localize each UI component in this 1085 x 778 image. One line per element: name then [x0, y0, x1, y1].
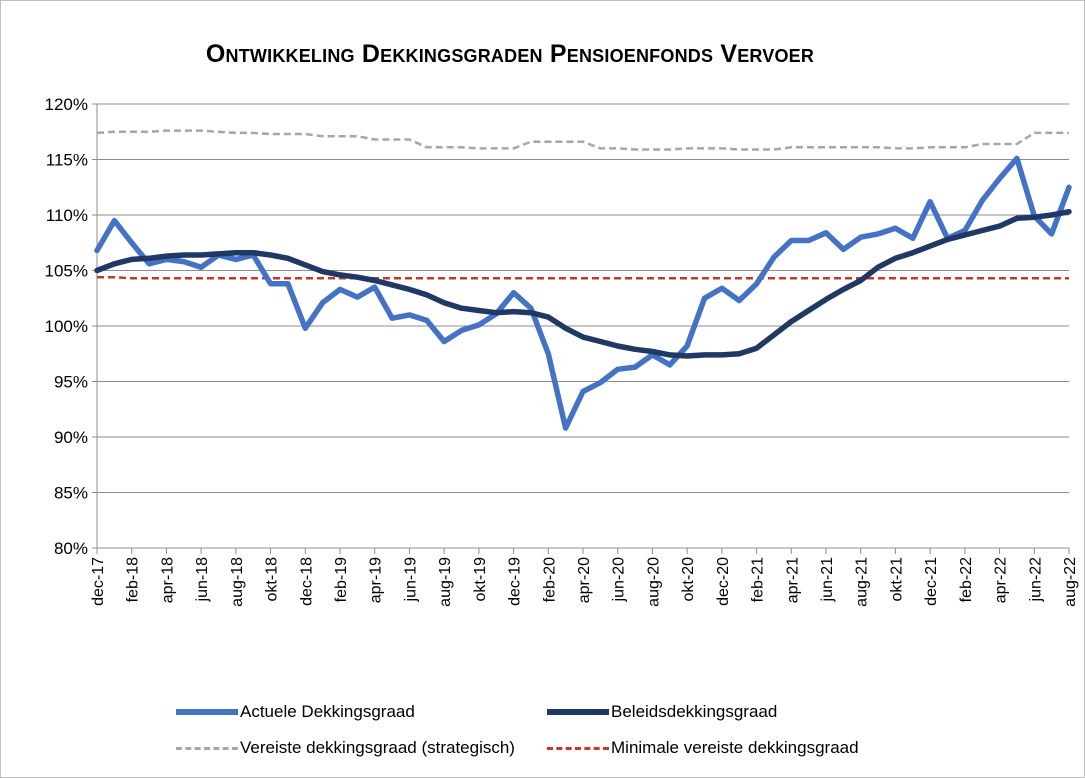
y-axis-ticks: 80% 85% 90% 95% 100% 105% 110% 115% 120% — [45, 95, 97, 558]
x-tick-label: apr-21 — [784, 557, 801, 603]
x-tick-label: apr-19 — [368, 557, 385, 603]
gridlines — [97, 103, 1069, 549]
legend-item-beleids: Beleidsdekkingsgraad — [547, 702, 777, 722]
x-tick-label: apr-20 — [576, 557, 593, 603]
x-tick-label: aug-18 — [229, 557, 246, 607]
x-tick-label: dec-19 — [507, 557, 524, 606]
x-axis-ticks: dec-17 feb-18 apr-18 jun-18 aug-18 okt-18 dec-… — [90, 548, 1079, 607]
y-tick-label: 95% — [54, 373, 88, 392]
x-tick-label: okt-18 — [264, 557, 281, 602]
x-tick-label: dec-20 — [715, 557, 732, 606]
x-tick-label: aug-22 — [1062, 557, 1079, 607]
y-tick-label: 80% — [54, 539, 88, 558]
legend-label-minimale: Minimale vereiste dekkingsgraad — [611, 738, 859, 757]
y-tick-label: 105% — [45, 262, 88, 281]
legend-swatch-actuele — [176, 709, 238, 715]
x-tick-label: jun-20 — [611, 557, 628, 603]
x-tick-label: apr-18 — [159, 557, 176, 603]
x-tick-label: okt-21 — [888, 557, 905, 602]
legend-label-beleids: Beleidsdekkingsgraad — [611, 702, 778, 721]
series-line-3 — [97, 275, 1069, 280]
x-tick-label: feb-19 — [333, 557, 350, 602]
x-tick-label: okt-19 — [472, 557, 489, 602]
legend-swatch-minimale — [547, 746, 609, 750]
x-tick-label: jun-21 — [819, 557, 836, 603]
x-tick-label: aug-21 — [854, 557, 871, 607]
x-tick-label: dec-17 — [90, 557, 107, 606]
y-tick-label: 85% — [54, 484, 88, 503]
legend-swatch-beleids — [547, 709, 609, 715]
x-tick-label: jun-19 — [402, 557, 419, 603]
y-tick-label: 115% — [46, 151, 88, 170]
legend-item-minimale: Minimale vereiste dekkingsgraad — [547, 738, 859, 758]
x-tick-label: feb-20 — [541, 557, 558, 602]
x-tick-label: jun-18 — [194, 557, 211, 603]
y-tick-label: 90% — [54, 428, 88, 447]
legend-swatch-vereiste — [176, 746, 238, 750]
x-tick-label: apr-22 — [993, 557, 1010, 603]
x-tick-label: okt-20 — [680, 557, 697, 602]
x-tick-label: aug-19 — [437, 557, 454, 607]
y-tick-label: 120% — [45, 95, 88, 114]
chart-title: Ontwikkeling Dekkingsgraden Pensioenfond… — [205, 40, 815, 68]
x-tick-label: dec-18 — [298, 557, 315, 606]
x-tick-label: dec-21 — [923, 557, 940, 606]
legend-label-vereiste: Vereiste dekkingsgraad (strategisch) — [240, 738, 515, 757]
x-tick-label: feb-21 — [750, 557, 767, 602]
series-line-2 — [96, 129, 1069, 151]
x-tick-label: aug-20 — [645, 557, 662, 607]
y-tick-label: 110% — [46, 206, 88, 225]
series-line-0 — [94, 155, 1072, 431]
legend-item-actuele: Actuele Dekkingsgraad — [176, 702, 415, 722]
x-tick-label: feb-18 — [125, 557, 142, 602]
legend-item-vereiste: Vereiste dekkingsgraad (strategisch) — [176, 738, 515, 758]
x-tick-label: jun-22 — [1027, 557, 1044, 603]
x-tick-label: feb-22 — [958, 557, 975, 602]
series-line-1 — [94, 208, 1072, 359]
series-lines — [94, 129, 1072, 431]
legend-label-actuele: Actuele Dekkingsgraad — [240, 702, 415, 721]
y-tick-label: 100% — [45, 317, 88, 336]
